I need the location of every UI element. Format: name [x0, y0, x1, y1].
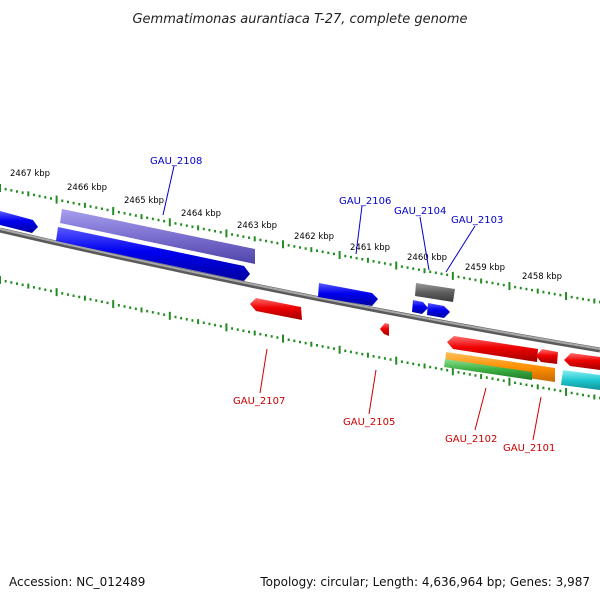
gene-label[interactable]: GAU_2101 [503, 443, 555, 454]
gene-feature[interactable] [564, 353, 600, 370]
gene-feature[interactable] [250, 298, 302, 320]
scale-label: 2459 kbp [465, 263, 505, 273]
plus-strand-labels: GAU_2108 GAU_2106 GAU_2104 GAU_2103 [150, 156, 503, 273]
gene-feature[interactable] [56, 227, 250, 281]
scale-label: 2458 kbp [522, 272, 562, 282]
scale-label: 2467 kbp [10, 169, 50, 179]
minus-strand-genes [250, 298, 600, 390]
scale-ticks-outer [0, 184, 600, 304]
gene-feature[interactable] [427, 303, 450, 318]
gene-feature[interactable] [536, 349, 558, 364]
gene-feature[interactable] [561, 370, 600, 390]
gene-feature[interactable] [318, 283, 378, 306]
gene-feature[interactable] [447, 336, 538, 362]
gene-feature[interactable] [412, 300, 428, 314]
scale-label: 2466 kbp [67, 183, 107, 193]
gene-feature[interactable] [415, 283, 455, 302]
gene-label[interactable]: GAU_2102 [445, 434, 497, 445]
scale-ticks-inner [0, 276, 600, 400]
scale-label: 2463 kbp [237, 221, 277, 231]
gene-feature[interactable] [0, 211, 38, 233]
gene-label[interactable]: GAU_2108 [150, 156, 202, 167]
gene-feature[interactable] [380, 323, 389, 336]
plus-strand-genes [0, 209, 455, 318]
gene-label[interactable]: GAU_2105 [343, 417, 395, 428]
accession-text: Accession: NC_012489 [9, 575, 145, 589]
genome-summary-text: Topology: circular; Length: 4,636,964 bp… [259, 575, 590, 589]
scale-label: 2464 kbp [181, 209, 221, 219]
genome-backbone [0, 227, 600, 353]
scale-label: 2462 kbp [294, 232, 334, 242]
gene-feature[interactable] [60, 209, 255, 264]
scale-label: 2461 kbp [350, 243, 390, 253]
gene-label[interactable]: GAU_2103 [451, 215, 503, 226]
gene-label[interactable]: GAU_2104 [394, 206, 446, 217]
gene-label[interactable]: GAU_2107 [233, 396, 285, 407]
scale-label: 2465 kbp [124, 196, 164, 206]
map-title: Gemmatimonas aurantiaca T-27, complete g… [132, 12, 467, 27]
gene-label[interactable]: GAU_2106 [339, 196, 391, 207]
minus-strand-labels: GAU_2107 GAU_2105 GAU_2102 GAU_2101 [233, 348, 555, 454]
gene-feature[interactable] [444, 359, 532, 380]
